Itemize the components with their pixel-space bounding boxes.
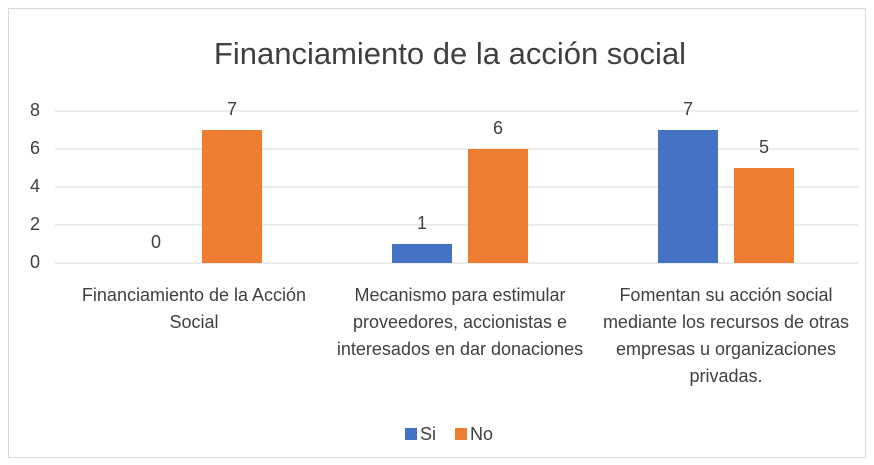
legend-label: No: [470, 424, 493, 444]
data-label: 7: [683, 99, 693, 119]
bar: [658, 130, 718, 263]
x-tick-label: Mecanismo para estimular proveedores, ac…: [336, 285, 584, 359]
data-label: 7: [227, 99, 237, 119]
y-tick-label: 6: [30, 138, 40, 158]
x-tick-label: Fomentan su acción social mediante los r…: [602, 285, 850, 386]
legend-swatch: [455, 428, 467, 440]
data-label: 1: [417, 213, 427, 233]
legend-swatch: [405, 428, 417, 440]
bar: [202, 130, 262, 263]
data-label: 5: [759, 137, 769, 157]
y-tick-label: 4: [30, 176, 40, 196]
y-tick-label: 0: [30, 252, 40, 272]
y-tick-label: 8: [30, 100, 40, 120]
chart-title: Financiamiento de la acción social: [214, 36, 686, 71]
data-label: 6: [493, 118, 503, 138]
x-tick-label: Financiamiento de la Acción Social: [81, 285, 307, 332]
bar: [468, 149, 528, 263]
chart-border: [8, 8, 866, 458]
bar: [734, 168, 794, 263]
bar: [392, 244, 452, 263]
data-label: 0: [151, 232, 161, 252]
legend-label: Si: [420, 424, 436, 444]
y-tick-label: 2: [30, 214, 40, 234]
